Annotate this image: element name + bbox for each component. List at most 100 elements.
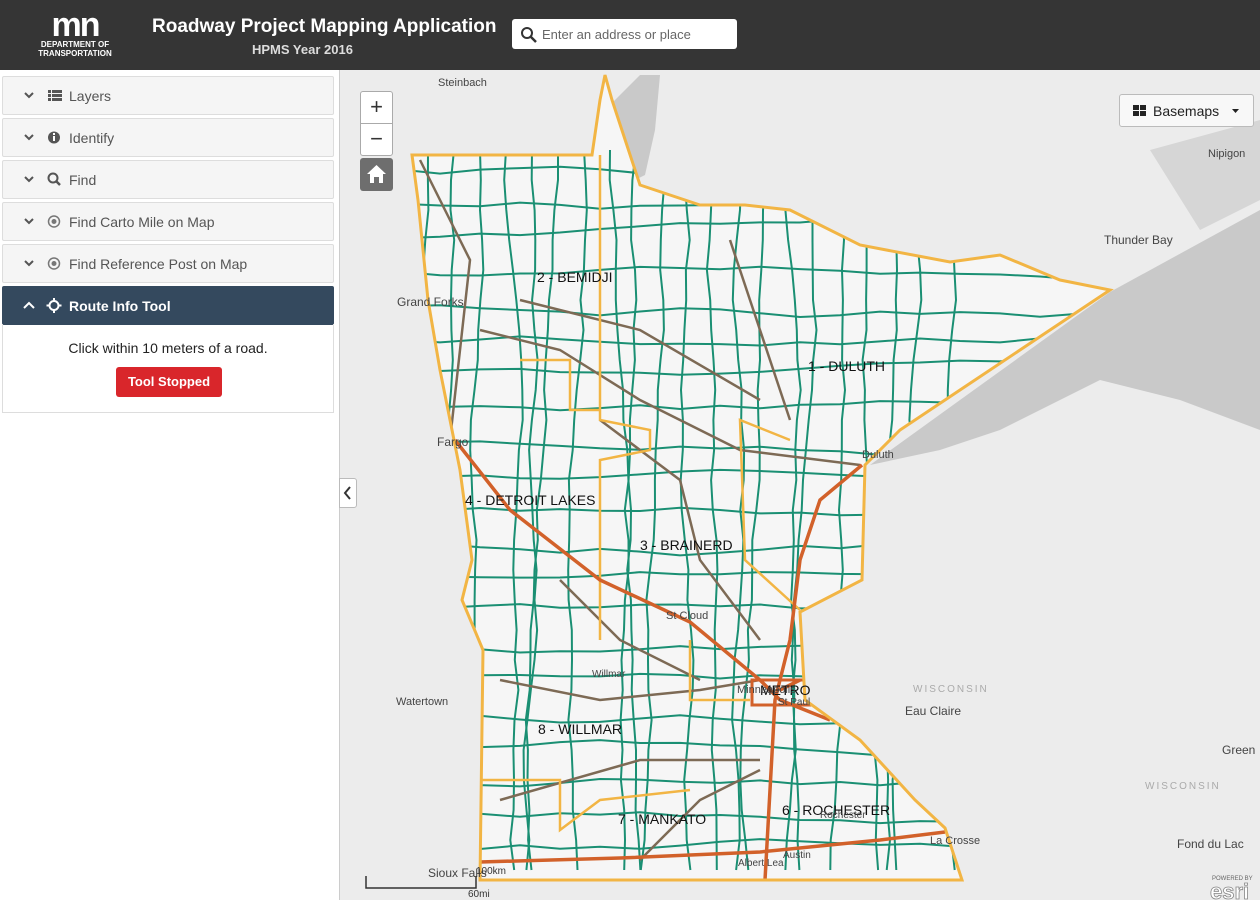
panel-title: Route Info Tool [69, 298, 171, 314]
panel-icons [24, 257, 61, 270]
road [412, 354, 1110, 376]
sidebar: Layers Identify Find Find Carto Mile on Map… [0, 70, 340, 900]
panel-icons [24, 90, 62, 101]
search-icon [521, 27, 537, 43]
place-label: Rochester [820, 810, 866, 821]
accordion-panel[interactable]: Route Info Tool [2, 286, 334, 325]
logo-mark: mn [51, 6, 101, 44]
road [412, 265, 1110, 283]
scale-mi: 60mi [468, 889, 490, 900]
accordion-panel[interactable]: Find [2, 160, 334, 199]
district-label: 3 - BRAINERD [640, 537, 733, 553]
panel-title: Find Reference Post on Map [69, 256, 248, 272]
district-label: 7 - MANKATO [618, 811, 706, 827]
place-label: Thunder Bay [1104, 233, 1173, 247]
accordion-panel[interactable]: Find Reference Post on Map [2, 244, 334, 283]
interstate [779, 698, 831, 722]
accordion-panel[interactable]: Identify [2, 118, 334, 157]
place-label: St Cloud [666, 610, 708, 622]
panel-icons [23, 298, 62, 313]
logo: mn DEPARTMENT OF TRANSPORTATION [30, 6, 120, 58]
district-label: 4 - DETROIT LAKES [465, 492, 595, 508]
interstate [763, 463, 864, 880]
road [412, 304, 1110, 319]
district-label: METRO [760, 682, 811, 698]
panel-icons [24, 131, 60, 144]
collapse-sidebar[interactable] [339, 478, 357, 508]
scale-bar [365, 876, 477, 889]
interstate [779, 678, 801, 692]
interstate [453, 438, 782, 702]
road [519, 298, 761, 402]
basemaps-label: Basemaps [1153, 103, 1220, 119]
road [739, 149, 767, 871]
accordion-panel[interactable]: Layers [2, 76, 334, 115]
accordion-panel[interactable]: Find Carto Mile on Map [2, 202, 334, 241]
logo-caption: DEPARTMENT OF [40, 40, 110, 49]
place-label: Nipigon [1208, 148, 1245, 160]
tool-button[interactable]: Tool Stopped [116, 367, 222, 397]
district-boundary [738, 418, 801, 611]
road [728, 239, 792, 421]
panel-title: Find Carto Mile on Map [69, 214, 215, 230]
interstate [479, 830, 946, 864]
district-label: 6 - ROCHESTER [782, 802, 890, 818]
place-label: Grand Forks [397, 295, 464, 309]
instructions: Click within 10 meters of a road. [68, 340, 268, 356]
place-label: Fargo [437, 435, 469, 449]
district-label: 8 - WILLMAR [538, 721, 622, 737]
panel-title: Find [69, 172, 97, 188]
place-label: Eau Claire [905, 704, 961, 718]
road [499, 758, 760, 802]
road [599, 419, 761, 641]
road [479, 328, 861, 467]
search-placeholder: Enter an address or place [542, 27, 691, 42]
place-label: Sioux Falls [428, 866, 487, 880]
panel-content: Click within 10 meters of a road. Tool St… [2, 324, 334, 413]
panel-icons [24, 172, 61, 186]
basemaps-icons [1133, 105, 1239, 116]
home-button[interactable] [360, 158, 393, 191]
header: mn DEPARTMENT OF TRANSPORTATION Roadway … [0, 0, 1260, 70]
district-label: 2 - BEMIDJI [537, 269, 612, 285]
place-label: WISCONSIN [1145, 781, 1221, 792]
attribution-small: POWERED BY [1212, 876, 1253, 882]
road [731, 149, 746, 871]
road [639, 768, 761, 861]
place-label: Minneapolis [737, 684, 796, 696]
app-title: Roadway Project Mapping Application [152, 16, 497, 37]
map[interactable]: 2 - BEMIDJI 1 - DULUTH 4 - DETROIT LAKES 3 … [340, 70, 1260, 900]
place-label: Fond du Lac [1177, 837, 1244, 851]
place-label: WISCONSIN [913, 684, 989, 695]
place-label: Watertown [396, 696, 448, 708]
district-boundary [480, 778, 691, 833]
home-icon [367, 165, 386, 183]
attribution-logo: esri [1210, 879, 1249, 900]
road [679, 149, 695, 871]
chevron-icon [343, 486, 351, 500]
logo-caption: TRANSPORTATION [38, 49, 112, 58]
road [499, 678, 761, 702]
search-box[interactable]: Enter an address or place [512, 19, 737, 49]
zoom-in[interactable]: + [360, 91, 393, 124]
panel-title: Layers [69, 88, 112, 104]
panel-icons [24, 215, 61, 228]
panel-title: Identify [69, 130, 115, 146]
district-boundary [688, 640, 750, 702]
place-label: Albert Lea [738, 858, 784, 869]
place-label: St Paul [778, 697, 810, 708]
place-label: Steinbach [438, 77, 487, 89]
place-label: Willmar [592, 669, 626, 680]
place-label: Green [1222, 743, 1255, 757]
place-label: Austin [783, 850, 811, 861]
district-boundary [598, 155, 652, 640]
place-label: Duluth [862, 449, 894, 461]
district-label: 1 - DULUTH [808, 358, 885, 374]
district-boundary [520, 358, 600, 412]
basemaps-button[interactable]: Basemaps [1119, 94, 1254, 127]
place-label: La Crosse [930, 835, 980, 847]
zoom-out[interactable]: − [360, 123, 393, 156]
scale-km: 100km [476, 866, 506, 877]
